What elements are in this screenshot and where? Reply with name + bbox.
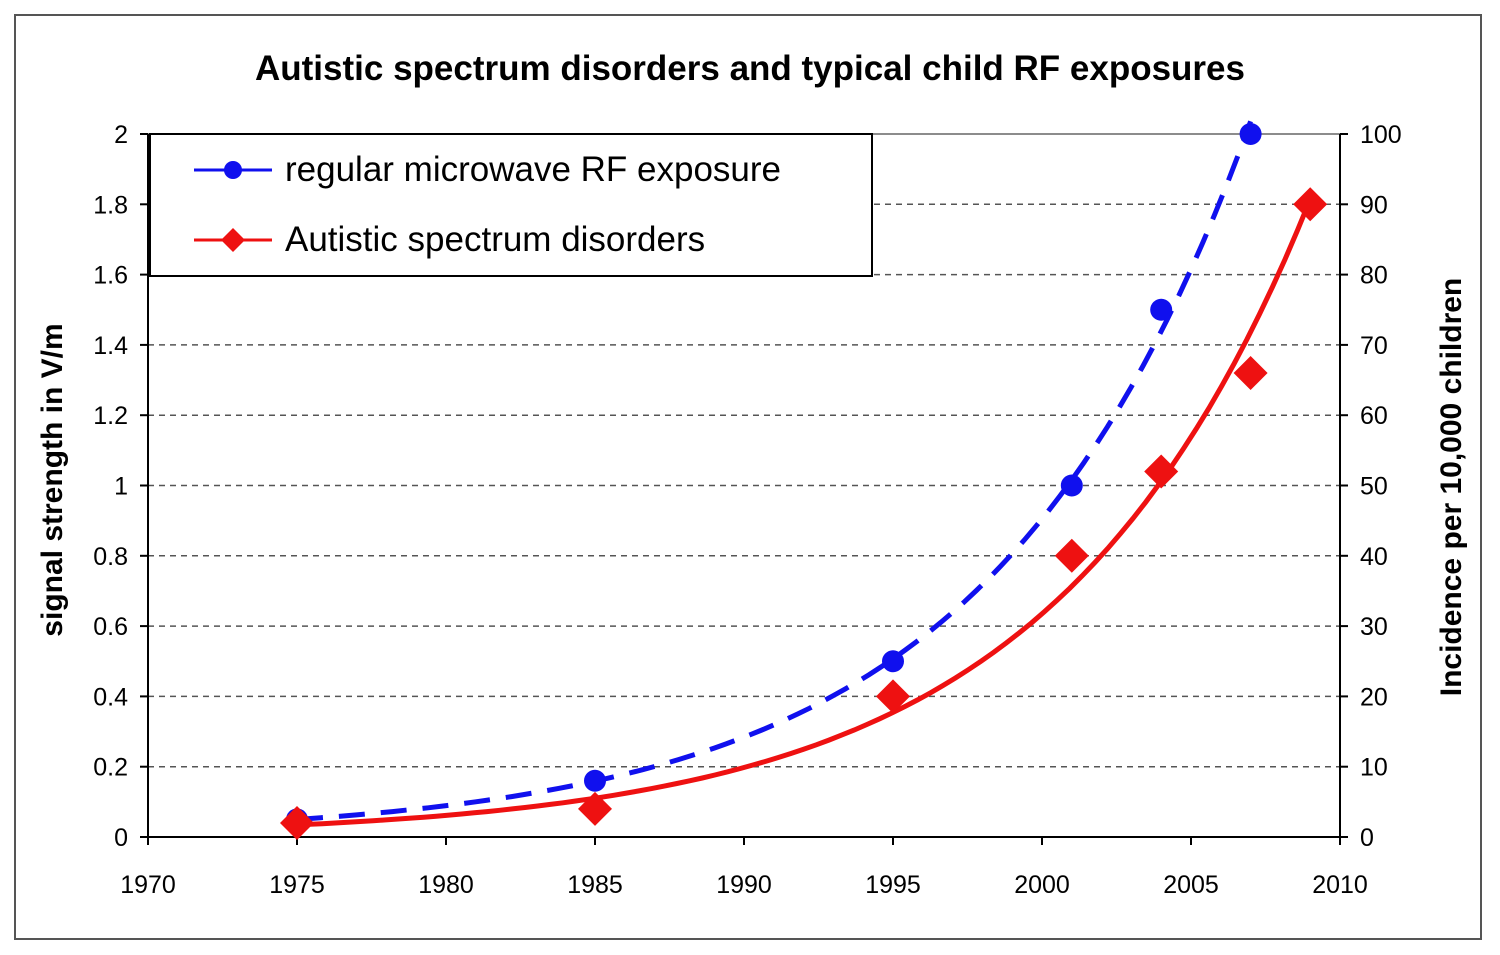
series-layer	[280, 120, 1328, 840]
y2-tick-label: 60	[1360, 402, 1388, 430]
y-tick-label: 2	[114, 121, 128, 149]
data-point-autism	[876, 679, 910, 714]
trendline-autism	[296, 198, 1313, 828]
legend-label-asd: Autistic spectrum disorders	[285, 220, 705, 259]
y2-tick-label: 90	[1360, 191, 1388, 219]
y-tick-label: 1.2	[93, 402, 128, 430]
data-point-rf-exposure	[882, 650, 904, 673]
y-tick-label: 1.4	[93, 332, 128, 360]
legend-box	[149, 133, 873, 277]
y-tick-label: 0.2	[93, 754, 128, 782]
data-point-autism	[578, 791, 612, 826]
y2-tick-label: 20	[1360, 683, 1388, 711]
y-tick-label: 0	[114, 824, 128, 852]
x-tick-label: 2005	[1163, 871, 1219, 899]
tick-labels: 00.20.40.60.811.21.41.61.820102030405060…	[93, 121, 1401, 899]
y-tick-label: 0.8	[93, 543, 128, 571]
data-point-rf-exposure	[584, 769, 606, 792]
data-point-autism	[1233, 356, 1268, 391]
y-tick-label: 0.6	[93, 613, 128, 641]
y2-tick-label: 50	[1360, 473, 1388, 501]
data-point-autism	[1144, 454, 1179, 489]
y-tick-label: 1.8	[93, 191, 128, 219]
data-point-autism	[280, 805, 314, 840]
legend-label-rf: regular microwave RF exposure	[285, 150, 781, 189]
axes	[140, 133, 1348, 845]
legend-marker-rf	[224, 161, 242, 179]
chart-title: Autistic spectrum disorders and typical …	[255, 49, 1245, 88]
y2-tick-label: 10	[1360, 754, 1388, 782]
x-tick-label: 1995	[865, 871, 921, 899]
y-axis-title: signal strength in V/m	[36, 323, 69, 636]
y2-tick-label: 0	[1360, 824, 1374, 852]
x-tick-label: 1975	[269, 871, 325, 899]
x-tick-label: 2010	[1312, 871, 1368, 899]
legend-marker-asd	[221, 228, 245, 252]
y-tick-label: 1	[114, 473, 128, 501]
y-tick-label: 1.6	[93, 262, 128, 290]
legend: regular microwave RF exposure Autistic s…	[149, 133, 873, 277]
x-tick-label: 1970	[120, 871, 176, 899]
y2-tick-label: 70	[1360, 332, 1388, 360]
data-point-rf-exposure	[1239, 123, 1262, 145]
y2-tick-label: 100	[1360, 121, 1402, 149]
y2-tick-label: 80	[1360, 262, 1388, 290]
y-tick-label: 0.4	[93, 683, 128, 711]
y2-tick-label: 30	[1360, 613, 1388, 641]
y2-axis-title: Incidence per 10,000 children	[1435, 278, 1468, 697]
x-tick-label: 1985	[567, 871, 623, 899]
data-point-rf-exposure	[1150, 298, 1173, 321]
data-point-autism	[1293, 187, 1328, 222]
x-tick-label: 1980	[418, 871, 474, 899]
y2-tick-label: 40	[1360, 543, 1388, 571]
x-tick-label: 1990	[716, 871, 772, 899]
data-point-autism	[1054, 538, 1089, 573]
data-point-rf-exposure	[1060, 474, 1083, 497]
x-tick-label: 2000	[1014, 871, 1070, 899]
